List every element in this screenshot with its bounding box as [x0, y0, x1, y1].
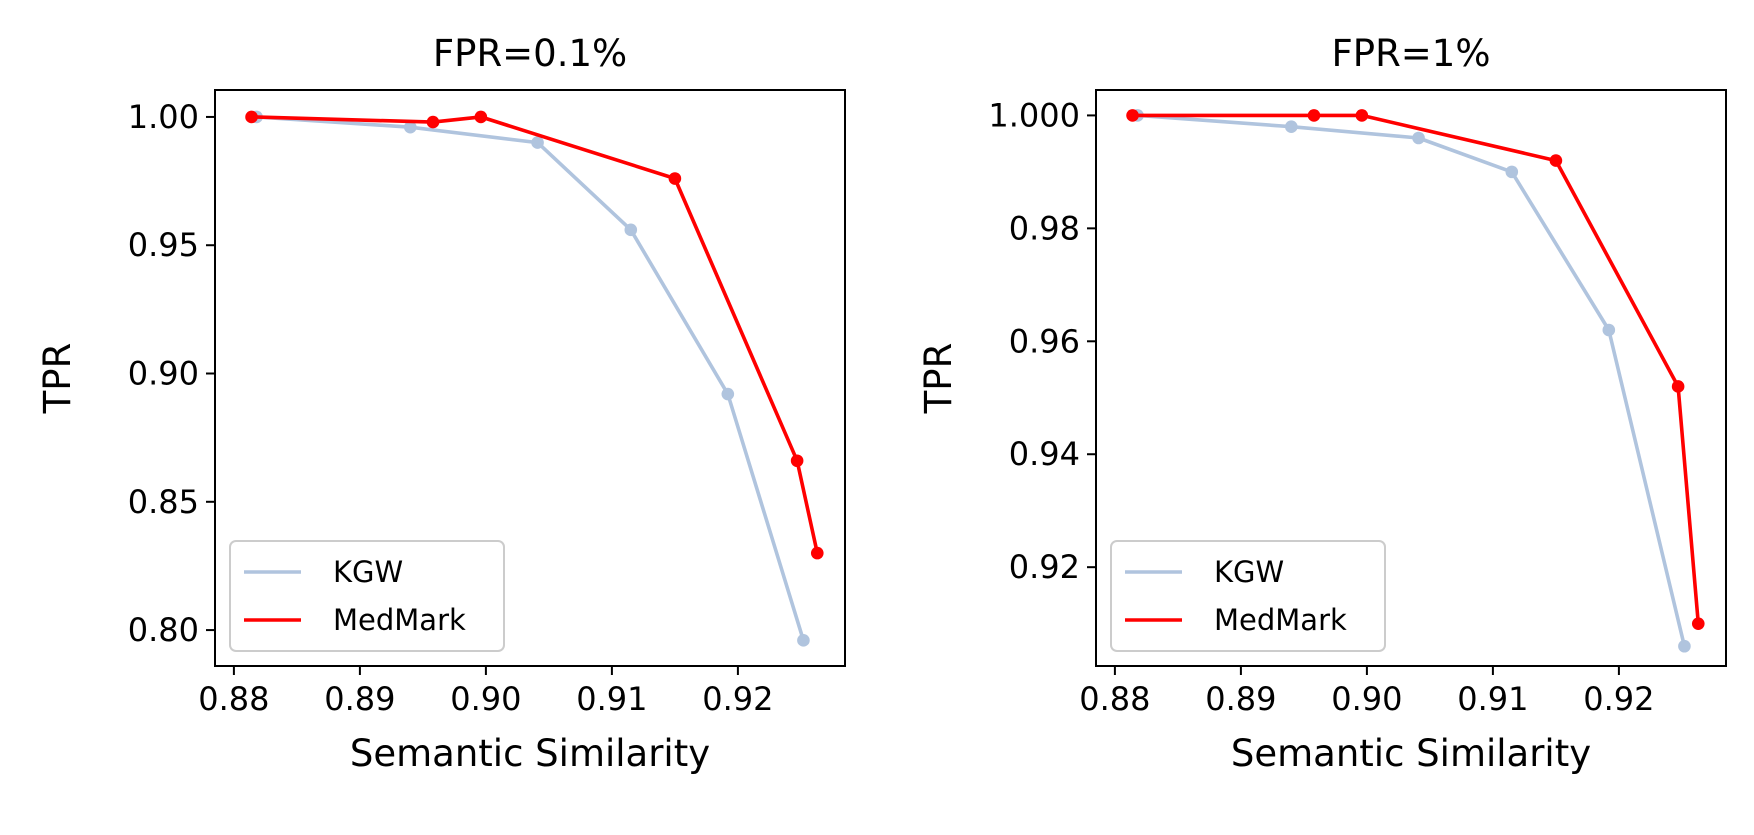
- data-point-kgw: [531, 136, 544, 149]
- y-tick-label: 0.80: [128, 611, 199, 649]
- chart-title: FPR=1%: [1331, 32, 1490, 75]
- data-point-kgw: [1602, 323, 1616, 337]
- x-axis-label: Semantic Similarity: [350, 732, 710, 775]
- x-tick-label: 0.90: [450, 680, 521, 718]
- chart-panel-1: 0.88 0.89 0.90 0.91 0.92 0.80 0.85 0.90 0.95 1.00…: [36, 32, 846, 775]
- data-point-medmark: [1549, 154, 1563, 167]
- legend-box: [229, 540, 505, 652]
- legend-box: [1110, 540, 1386, 652]
- series-line-kgw: [256, 115, 806, 641]
- legend: KGW MedMark: [1110, 540, 1386, 652]
- x-tick-label: 0.88: [198, 680, 269, 718]
- data-point-medmark: [245, 110, 258, 124]
- x-tick-label: 0.91: [1457, 680, 1528, 718]
- series-medmark: [1126, 109, 1705, 630]
- y-tick-label: 0.94: [1009, 435, 1080, 473]
- y-tick-label: 0.95: [128, 226, 199, 264]
- data-point-medmark: [1691, 617, 1705, 630]
- legend-entry-kgw: KGW: [1214, 555, 1284, 589]
- data-point-kgw: [721, 387, 735, 401]
- data-point-medmark: [668, 172, 682, 185]
- x-axis-label: Semantic Similarity: [1231, 732, 1591, 775]
- data-point-kgw: [624, 223, 638, 237]
- axes-frame: [214, 89, 846, 667]
- y-tick-label: 1.000: [988, 96, 1080, 134]
- data-point-medmark: [426, 115, 440, 129]
- series-line-medmark: [251, 115, 820, 554]
- data-point-kgw: [404, 120, 417, 134]
- y-tick-label: 0.85: [128, 483, 199, 521]
- data-point-medmark: [1671, 380, 1685, 393]
- legend-entry-kgw: KGW: [333, 555, 403, 589]
- x-tick-label: 0.92: [702, 680, 773, 718]
- legend-entry-medmark: MedMark: [333, 603, 466, 637]
- data-point-medmark: [1355, 109, 1369, 122]
- data-point-kgw: [797, 634, 810, 647]
- x-tick-label: 0.88: [1079, 680, 1150, 718]
- data-point-kgw: [1505, 165, 1519, 179]
- series-medmark: [245, 110, 824, 560]
- chart-title: FPR=0.1%: [433, 32, 627, 75]
- data-point-medmark: [1307, 109, 1321, 122]
- chart-panel-2: 0.88 0.89 0.90 0.91 0.92 0.92 0.94 0.96 0.98 1.00…: [917, 32, 1727, 775]
- data-point-medmark: [474, 110, 488, 124]
- y-axis-label: TPR: [917, 343, 960, 415]
- data-point-medmark: [810, 546, 824, 560]
- x-tick-label: 0.90: [1331, 680, 1402, 718]
- data-point-kgw: [1678, 639, 1691, 653]
- series-line-kgw: [1137, 113, 1687, 647]
- y-tick-label: 0.98: [1009, 209, 1080, 247]
- legend: KGW MedMark: [229, 540, 505, 652]
- x-tick-label: 0.92: [1583, 680, 1654, 718]
- data-point-medmark: [1126, 109, 1139, 122]
- x-tick-label: 0.89: [1205, 680, 1276, 718]
- axes-frame: [1095, 89, 1727, 667]
- y-axis-label: TPR: [36, 343, 79, 415]
- y-tick-label: 1.00: [128, 98, 199, 136]
- y-tick-label: 0.90: [128, 355, 199, 393]
- data-point-kgw: [1412, 131, 1425, 145]
- data-point-medmark: [790, 454, 804, 468]
- data-point-kgw: [1285, 120, 1298, 134]
- x-tick-label: 0.91: [576, 680, 647, 718]
- x-tick-label: 0.89: [324, 680, 395, 718]
- series-line-medmark: [1132, 113, 1701, 624]
- y-tick-label: 0.96: [1009, 322, 1080, 360]
- y-tick-label: 0.92: [1009, 548, 1080, 586]
- legend-entry-medmark: MedMark: [1214, 603, 1347, 637]
